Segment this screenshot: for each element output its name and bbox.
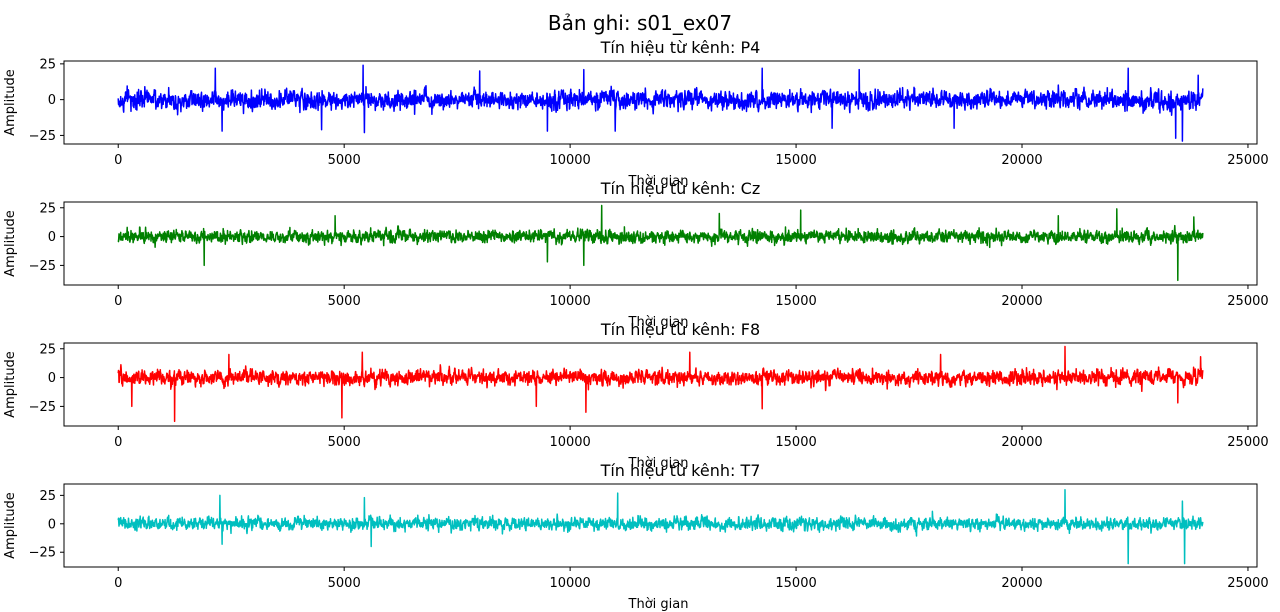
y-axis-label: Amplitude <box>3 210 18 277</box>
x-axis-label: Thời gian <box>628 315 689 330</box>
x-tick-label: 5000 <box>328 294 361 309</box>
axes-frame <box>63 342 1258 427</box>
x-tick-label: 25000 <box>1227 153 1268 168</box>
axes-frame <box>63 483 1258 568</box>
subplot-2: Tín hiệu từ kênh: Cz 0 5000 10000 15000 20000… <box>3 179 1269 330</box>
x-tick-label: 0 <box>114 153 122 168</box>
signal-line <box>117 488 1204 565</box>
x-tick-label: 0 <box>114 576 122 591</box>
y-tick-label: −25 <box>29 129 56 144</box>
x-tick-label: 10000 <box>549 153 590 168</box>
x-tick-label: 20000 <box>1001 576 1042 591</box>
x-tick-label: 15000 <box>775 294 816 309</box>
x-tick-label: 5000 <box>328 576 361 591</box>
x-tick-label: 25000 <box>1227 435 1268 450</box>
subplot-1: Tín hiệu từ kênh: P4 0 5000 10000 15000 20000… <box>3 38 1269 189</box>
subplot-title: Tín hiệu từ kênh: P4 <box>600 38 761 57</box>
y-tick-label: −25 <box>29 259 56 274</box>
x-tick-label: 10000 <box>549 294 590 309</box>
y-tick-label: 0 <box>48 93 56 108</box>
y-tick-label: 25 <box>39 57 56 72</box>
x-axis-label: Thời gian <box>628 174 689 189</box>
x-tick-label: 10000 <box>549 435 590 450</box>
y-tick-label: 25 <box>39 342 56 357</box>
axes-frame <box>63 60 1258 145</box>
y-axis-label: Amplitude <box>3 351 18 418</box>
y-tick-label: −25 <box>29 546 56 561</box>
y-axis-label: Amplitude <box>3 69 18 136</box>
x-tick-label: 20000 <box>1001 153 1042 168</box>
x-tick-label: 10000 <box>549 576 590 591</box>
x-tick-label: 15000 <box>775 576 816 591</box>
x-tick-label: 5000 <box>328 153 361 168</box>
x-tick-label: 5000 <box>328 435 361 450</box>
y-tick-label: 0 <box>48 371 56 386</box>
x-axis-label: Thời gian <box>628 597 689 612</box>
x-tick-label: 25000 <box>1227 294 1268 309</box>
x-tick-label: 0 <box>114 435 122 450</box>
signal-line <box>117 204 1204 282</box>
x-tick-label: 20000 <box>1001 294 1042 309</box>
y-tick-label: 0 <box>48 230 56 245</box>
y-tick-label: −25 <box>29 400 56 415</box>
x-tick-label: 20000 <box>1001 435 1042 450</box>
x-tick-label: 15000 <box>775 153 816 168</box>
figure-suptitle: Bản ghi: s01_ex07 <box>548 11 732 35</box>
x-tick-label: 15000 <box>775 435 816 450</box>
signal-line <box>117 345 1204 423</box>
x-tick-label: 25000 <box>1227 576 1268 591</box>
y-tick-label: 25 <box>39 201 56 216</box>
signal-line <box>117 64 1204 142</box>
y-axis-label: Amplitude <box>3 492 18 559</box>
subplot-title: Tín hiệu từ kênh: T7 <box>600 461 761 480</box>
y-tick-label: 25 <box>39 489 56 504</box>
subplot-4: Tín hiệu từ kênh: T7 0 5000 10000 15000 20000… <box>3 461 1269 612</box>
subplot-3: Tín hiệu từ kênh: F8 0 5000 10000 15000 20000… <box>3 320 1269 471</box>
x-tick-label: 0 <box>114 294 122 309</box>
subplots: Tín hiệu từ kênh: P4 0 5000 10000 15000 20000… <box>3 38 1269 612</box>
axes-frame <box>63 201 1258 286</box>
subplot-title: Tín hiệu từ kênh: Cz <box>600 179 760 198</box>
x-axis-label: Thời gian <box>628 456 689 471</box>
subplot-title: Tín hiệu từ kênh: F8 <box>600 320 760 339</box>
y-tick-label: 0 <box>48 517 56 532</box>
